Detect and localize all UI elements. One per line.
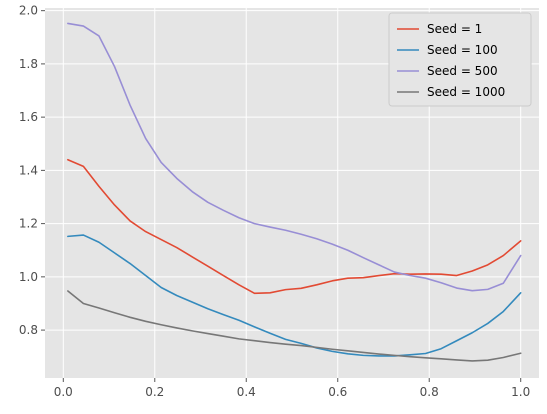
legend: Seed = 1 Seed = 100 Seed = 500 Seed = 1000 — [388, 12, 532, 107]
x-axis: 0.0 0.2 0.4 0.6 0.8 1.0 — [54, 378, 530, 399]
legend-box — [388, 12, 532, 107]
y-axis: 0.8 1.0 1.2 1.4 1.6 1.8 2.0 — [19, 4, 45, 337]
y-tick-label: 1.2 — [19, 217, 38, 231]
x-tick-label: 0.8 — [420, 385, 439, 399]
legend-label: Seed = 1 — [427, 22, 482, 36]
series-line — [67, 234, 522, 357]
y-tick-label: 2.0 — [19, 4, 38, 18]
y-tick-label: 1.6 — [19, 110, 38, 124]
series-line — [67, 158, 522, 295]
x-tick-label: 0.6 — [328, 385, 347, 399]
grid — [45, 8, 539, 378]
x-tick-label: 0.4 — [237, 385, 256, 399]
x-tick-label: 0.2 — [145, 385, 164, 399]
x-tick-label: 1.0 — [511, 385, 530, 399]
legend-label: Seed = 1000 — [427, 85, 505, 99]
x-tick-label: 0.0 — [54, 385, 73, 399]
series-line — [67, 290, 522, 362]
series-line — [67, 22, 522, 292]
y-tick-label: 0.8 — [19, 323, 38, 337]
legend-label: Seed = 100 — [427, 43, 498, 57]
y-tick-label: 1.0 — [19, 270, 38, 284]
series-lines — [67, 22, 522, 362]
legend-label: Seed = 500 — [427, 64, 498, 78]
y-tick-label: 1.4 — [19, 163, 38, 177]
y-tick-label: 1.8 — [19, 57, 38, 71]
